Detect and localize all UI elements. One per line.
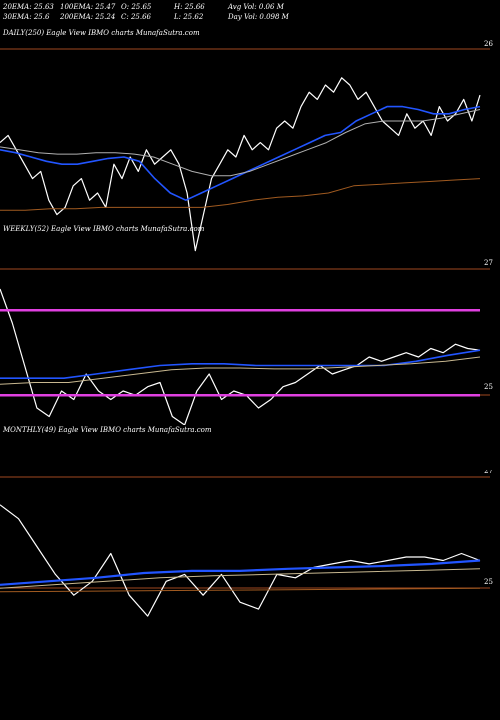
daily-series-layer <box>0 77 481 252</box>
daily-ema-blue-line <box>0 105 481 201</box>
daily-panel-title: DAILY(250) Eagle View IBMO charts Munafa… <box>3 29 200 37</box>
ema30-readout: 30EMA: 25.6 <box>3 13 50 21</box>
day-vol-readout: Day Vol: 0.098 M <box>228 13 289 21</box>
monthly-tick-27: 27 <box>484 470 493 475</box>
daily-tick-26: 26 <box>484 40 493 48</box>
monthly-chart: 27 25 <box>0 470 493 617</box>
daily-ema-gray-line <box>0 109 481 177</box>
monthly-ema-tan-line <box>0 568 481 589</box>
weekly-price-line <box>0 288 481 425</box>
weekly-tick-27: 27 <box>484 259 493 267</box>
ohlc-header: 20EMA: 25.63 100EMA: 25.47 O: 25.65 H: 2… <box>0 0 500 22</box>
monthly-tick-25: 25 <box>484 578 493 586</box>
monthly-price-line <box>0 504 481 617</box>
daily-ema-brown-line <box>0 178 481 211</box>
weekly-tick-25: 25 <box>484 383 493 391</box>
low-readout: L: 25.62 <box>174 13 204 21</box>
monthly-series-layer <box>0 504 481 617</box>
monthly-ema-brown-line <box>0 587 481 593</box>
weekly-ema-blue-line <box>0 349 481 379</box>
close-readout: C: 25.66 <box>121 13 151 21</box>
open-readout: O: 25.65 <box>121 3 152 11</box>
ema100-readout: 100EMA: 25.47 <box>60 3 116 11</box>
weekly-series-layer <box>0 288 481 425</box>
avg-vol-readout: Avg Vol: 0.06 M <box>228 3 284 11</box>
daily-price-line <box>0 77 481 252</box>
monthly-panel-title: MONTHLY(49) Eagle View IBMO charts Munaf… <box>3 426 212 434</box>
daily-chart: 26 <box>0 40 493 252</box>
high-readout: H: 25.66 <box>174 3 205 11</box>
weekly-panel-title: WEEKLY(52) Eagle View IBMO charts Munafa… <box>3 225 205 233</box>
ema200-readout: 200EMA: 25.24 <box>60 13 116 21</box>
weekly-chart: 27 25 <box>0 259 493 425</box>
ema20-readout: 20EMA: 25.63 <box>3 3 54 11</box>
monthly-ema-blue-line <box>0 559 481 586</box>
weekly-ema-tan-line <box>0 356 481 385</box>
